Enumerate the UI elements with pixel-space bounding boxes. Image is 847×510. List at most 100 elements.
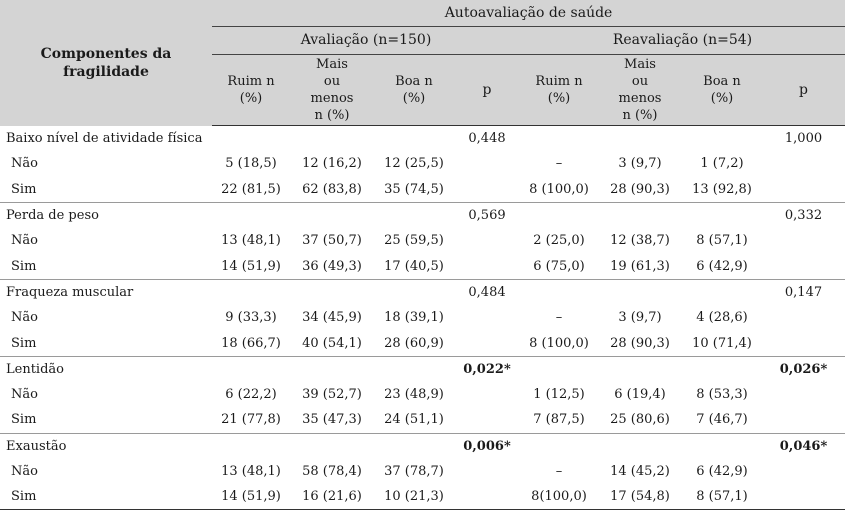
value-cell: 18 (39,1) [384,310,444,326]
value-cell: 25 (59,5) [384,233,444,249]
value-cell: 37 (50,7) [302,233,362,249]
value-cell: 13 (48,1) [221,464,281,479]
value-cell: 8 (57,1) [696,233,748,249]
header-ruim-1: Ruim n (%) [212,54,290,126]
empty-cell [762,305,845,330]
value-cell: 10 (71,4) [692,335,752,351]
empty-cell [212,278,290,306]
table-row: Não 13 (48,1) 58 (78,4) 37 (78,7) – 14 (45,2)… [0,459,845,484]
value-cell: 8(100,0) [520,484,598,510]
p-value-eval2: 1,000 [784,131,823,147]
empty-cell [762,151,845,176]
p-value-eval1: 0,569 [454,201,520,229]
value-cell: – [555,310,563,326]
row-label: Não [11,233,38,249]
value-cell: – [555,156,563,172]
value-cell: 8 (100,0) [529,335,589,351]
value-cell: 12 (16,2) [302,156,362,172]
value-cell: 18 (66,7) [221,335,281,351]
empty-cell [598,355,682,382]
empty-cell [454,253,520,279]
table-row: Sim 21 (77,8) 35 (47,3) 24 (51,1) 7 (87,5) 25… [0,407,845,433]
value-cell: 34 (45,9) [302,310,362,326]
value-cell: 36 (49,3) [302,258,362,274]
value-cell: 28 (90,3) [610,181,670,197]
p-value-eval1: 0,022* [454,355,520,382]
empty-cell [454,459,520,484]
empty-cell [374,126,454,152]
value-cell: 6 (19,4) [614,387,666,403]
table-row: Não 13 (48,1) 37 (50,7) 25 (59,5) 2 (25,0) 12… [0,228,845,253]
empty-cell [762,382,845,407]
value-cell: 35 (74,5) [384,181,444,197]
empty-cell [290,432,374,459]
empty-cell [454,407,520,433]
value-cell: 14 (51,9) [221,258,281,274]
empty-cell [290,278,374,306]
row-label: Sim [11,335,37,351]
table-body: Baixo nível de atividade física 0,448 1,00… [0,126,846,510]
value-cell: 8 (53,3) [696,387,748,403]
empty-cell [212,201,290,229]
group-row: Perda de peso 0,569 0,332 [0,201,846,229]
empty-cell [762,177,845,203]
value-cell: 5 (18,5) [225,156,277,172]
empty-cell [762,330,845,356]
group-row: Fraqueza muscular 0,484 0,147 [0,278,846,306]
value-cell: 7 (46,7) [696,412,748,428]
header-mais-1: Mais ou menos n (%) [290,54,374,126]
empty-cell [682,126,762,152]
value-cell: 17 (54,8) [598,484,682,510]
table-row: Sim 14 (51,9) 16 (21,6) 10 (21,3) 8(100,0) 17… [0,484,846,510]
row-label: Sim [11,258,37,274]
value-cell: 28 (60,9) [384,335,444,351]
table-row: Não 5 (18,5) 12 (16,2) 12 (25,5) – 3 (9,7) 1 (… [0,151,845,176]
value-cell: 6 (22,2) [225,387,277,403]
table-row: Não 6 (22,2) 39 (52,7) 23 (48,9) 1 (12,5) 6 (… [0,382,845,407]
empty-cell [454,177,520,203]
row-label: Sim [0,484,212,510]
empty-cell [762,484,846,510]
header-boa-2: Boa n (%) [682,54,762,126]
empty-cell [762,459,845,484]
empty-cell [374,201,454,229]
value-cell: 22 (81,5) [221,181,281,197]
empty-cell [290,201,374,229]
value-cell: 39 (52,7) [302,387,362,403]
empty-cell [212,355,290,382]
value-cell: 12 (25,5) [384,156,444,172]
header-components: Componentes da fragilidade [0,0,212,126]
empty-cell [290,126,374,152]
empty-cell [682,355,762,382]
value-cell: 40 (54,1) [302,335,362,351]
value-cell: 12 (38,7) [610,233,670,249]
value-cell: 14 (51,9) [212,484,290,510]
empty-cell [520,355,598,382]
empty-cell [290,355,374,382]
group-label: Exaustão [0,432,212,459]
empty-cell [454,305,520,330]
value-cell: 58 (78,4) [302,464,362,479]
empty-cell [682,201,762,229]
header-p-2: p [762,54,846,126]
empty-cell [454,151,520,176]
row-label: Não [11,387,38,403]
value-cell: 8 (100,0) [529,181,589,197]
empty-cell [454,228,520,253]
header-mais-2: Mais ou menos n (%) [598,54,682,126]
value-cell: 1 (7,2) [700,156,744,172]
empty-cell [454,382,520,407]
value-cell: 7 (87,5) [533,412,585,428]
value-cell: 13 (92,8) [692,181,752,197]
value-cell: 8 (57,1) [682,484,762,510]
table-header: Componentes da fragilidade Autoavaliação… [0,0,846,126]
header-eval1: Avaliação (n=150) [212,26,520,55]
p-value-eval2: 0,147 [762,278,846,306]
value-cell: 37 (78,7) [384,464,444,479]
row-label: Não [11,464,38,479]
value-cell: 25 (80,6) [610,412,670,428]
p-value-eval1: 0,448 [468,131,506,147]
empty-cell [520,126,598,152]
